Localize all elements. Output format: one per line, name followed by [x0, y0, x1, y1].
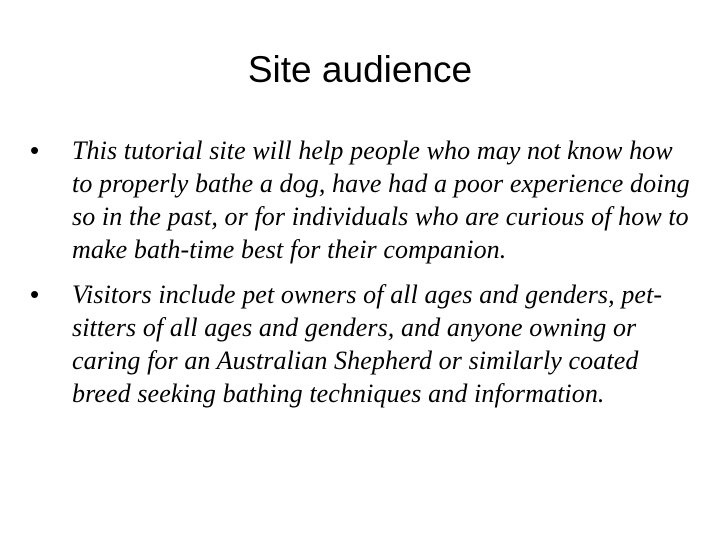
bullet-marker: •: [30, 279, 40, 309]
bullet-text: This tutorial site will help people who …: [72, 136, 690, 264]
bullet-marker: •: [30, 135, 40, 165]
slide-title: Site audience: [247, 49, 473, 90]
bullet-item: • Visitors include pet owners of all age…: [30, 278, 690, 410]
bullet-item: • This tutorial site will help people wh…: [30, 134, 690, 266]
bullet-text: Visitors include pet owners of all ages …: [72, 280, 663, 408]
bullet-list: • This tutorial site will help people wh…: [30, 134, 690, 422]
